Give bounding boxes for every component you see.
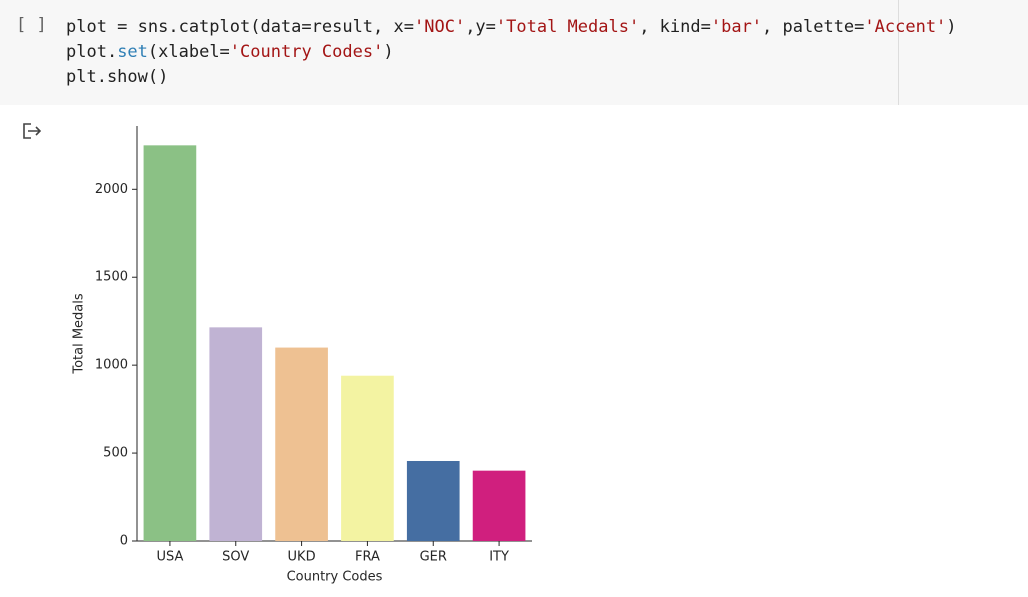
code-line: plot = sns.catplot(data=result, x='NOC',… (66, 15, 957, 39)
bar (275, 347, 328, 541)
x-axis-label: Country Codes (287, 570, 383, 585)
bar (143, 145, 197, 542)
output-icon (23, 123, 42, 139)
x-tick-label: GER (420, 550, 447, 565)
x-tick-label: ITY (489, 550, 509, 565)
code-token: plot. (66, 42, 118, 62)
x-tick-label: FRA (355, 550, 380, 565)
code-token: plt.show() (66, 67, 169, 87)
code-token: ,y= (465, 17, 496, 37)
code-token: , palette= (762, 17, 865, 37)
y-tick-label: 1500 (95, 270, 128, 285)
code-line: plt.show() (66, 65, 168, 89)
bar (406, 460, 460, 541)
code-token: 'Country Codes' (229, 42, 384, 62)
y-tick-label: 500 (103, 446, 128, 461)
y-axis-label: Total Medals (72, 293, 87, 375)
code-token: ) (383, 42, 394, 62)
code-token: ) (946, 17, 957, 37)
code-token: 'Accent' (864, 17, 947, 37)
bar (472, 470, 526, 541)
code-token: , kind= (639, 17, 711, 37)
x-tick-label: SOV (222, 550, 249, 565)
ruler (898, 0, 899, 105)
y-tick-label: 2000 (95, 182, 128, 197)
x-tick-label: UKD (288, 550, 316, 565)
y-tick-label: 1000 (95, 358, 128, 373)
code-line: plot.set(xlabel='Country Codes') (66, 40, 394, 64)
code-token: plot = sns.catplot(data=result, x= (66, 17, 414, 37)
run-button[interactable]: [ ] (16, 15, 47, 35)
y-tick-label: 0 (120, 534, 128, 549)
code-token: 'NOC' (414, 17, 466, 37)
code-token: 'bar' (710, 17, 763, 37)
code-cell: [ ] plot = sns.catplot(data=result, x='N… (0, 0, 1028, 105)
bar (341, 375, 394, 541)
code-token: (xlabel= (147, 42, 230, 62)
code-token: 'Total Medals' (495, 17, 640, 37)
code-token: set (117, 42, 148, 62)
bar (209, 327, 263, 541)
x-tick-label: USA (156, 550, 183, 565)
